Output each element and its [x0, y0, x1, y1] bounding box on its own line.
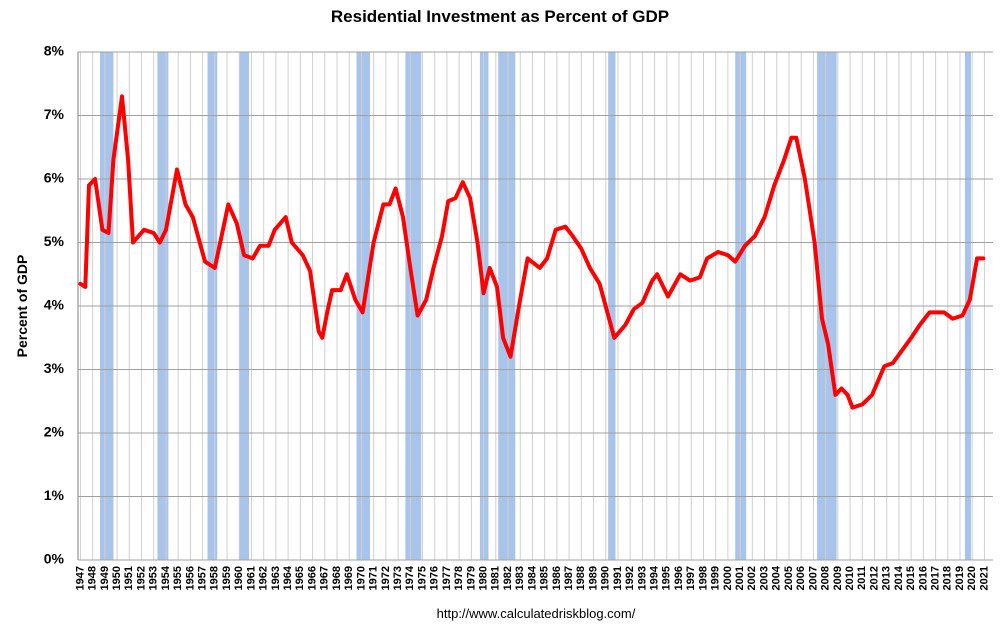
x-tick-label: 1968 — [331, 566, 343, 590]
x-tick-label: 2005 — [783, 566, 795, 590]
data-line — [78, 94, 986, 410]
x-tick-label: 1952 — [135, 566, 147, 590]
x-tick-label: 1958 — [209, 566, 221, 590]
x-tick-label: 1973 — [392, 566, 404, 590]
x-tick-label: 1988 — [575, 566, 587, 590]
x-tick-label: 1999 — [710, 566, 722, 590]
x-tick-label: 2017 — [929, 566, 941, 590]
x-tick-label: 1953 — [148, 566, 160, 590]
x-tick-label: 1995 — [661, 566, 673, 590]
x-tick-label: 2002 — [746, 566, 758, 590]
y-tick-label: 5% — [44, 233, 65, 249]
x-tick-label: 1997 — [685, 566, 697, 590]
x-tick-label: 1982 — [502, 566, 514, 590]
x-tick-label: 1957 — [197, 566, 209, 590]
x-tick-label: 1949 — [99, 566, 111, 590]
x-tick-label: 1985 — [539, 566, 551, 590]
x-tick-label: 1979 — [465, 566, 477, 590]
x-tick-label: 1956 — [184, 566, 196, 590]
x-tick-label: 2006 — [795, 566, 807, 590]
x-tick-label: 1964 — [282, 565, 294, 590]
x-tick-label: 2004 — [771, 565, 783, 590]
x-tick-label: 1990 — [600, 566, 612, 590]
y-tick-label: 0% — [44, 551, 65, 567]
x-tick-label: 1969 — [343, 566, 355, 590]
x-tick-label: 2016 — [917, 566, 929, 590]
y-tick-label: 2% — [44, 424, 65, 440]
x-tick-label: 1981 — [490, 566, 502, 590]
x-tick-label: 1974 — [404, 565, 416, 590]
x-tick-label: 1972 — [380, 566, 392, 590]
x-tick-label: 2000 — [722, 566, 734, 590]
x-tick-label: 1996 — [673, 566, 685, 590]
x-tick-label: 1984 — [526, 565, 538, 590]
x-tick-label: 1970 — [355, 566, 367, 590]
x-tick-label: 2020 — [966, 566, 978, 590]
y-tick-label: 8% — [44, 43, 65, 59]
x-tick-label: 1993 — [636, 566, 648, 590]
x-tick-label: 2001 — [734, 566, 746, 590]
y-axis-label: Percent of GDP — [14, 255, 30, 358]
x-tick-label: 1989 — [587, 566, 599, 590]
y-tick-label: 1% — [44, 487, 65, 503]
x-tick-label: 2009 — [832, 566, 844, 590]
x-tick-label: 2012 — [868, 566, 880, 590]
x-tick-label: 1976 — [429, 566, 441, 590]
x-tick-label: 1960 — [233, 566, 245, 590]
x-tick-label: 1948 — [87, 566, 99, 590]
x-tick-label: 2003 — [758, 566, 770, 590]
x-tick-label: 1978 — [453, 566, 465, 590]
x-tick-label: 1991 — [612, 566, 624, 590]
y-tick-label: 4% — [44, 297, 65, 313]
x-tick-label: 1965 — [294, 566, 306, 590]
x-tick-label: 2018 — [942, 566, 954, 590]
x-tick-label: 2015 — [905, 566, 917, 590]
x-tick-label: 2010 — [844, 566, 856, 590]
chart-title: Residential Investment as Percent of GDP — [331, 7, 669, 26]
x-tick-label: 1998 — [697, 566, 709, 590]
x-tick-label: 2013 — [881, 566, 893, 590]
x-tick-label: 1963 — [270, 566, 282, 590]
x-tick-label: 2007 — [807, 566, 819, 590]
x-tick-label: 1983 — [514, 566, 526, 590]
x-tick-label: 1950 — [111, 566, 123, 590]
x-tick-label: 1992 — [624, 566, 636, 590]
tick-labels: 1947 1948 1949 1950 1951 1952 1953 1954 1955 1956… — [44, 43, 991, 591]
x-tick-label: 2008 — [820, 566, 832, 590]
x-tick-label: 2021 — [978, 566, 990, 590]
series — [78, 94, 986, 410]
footer: http://www.calculatedriskblog.com/ — [437, 606, 636, 621]
y-tick-label: 7% — [44, 106, 65, 122]
x-tick-label: 1977 — [441, 566, 453, 590]
x-tick-label: 1954 — [160, 565, 172, 590]
grid — [77, 51, 993, 561]
x-tick-label: 2014 — [893, 565, 905, 590]
x-tick-label: 2011 — [856, 566, 868, 590]
x-tick-label: 1959 — [221, 566, 233, 590]
x-tick-label: 1980 — [477, 566, 489, 590]
x-tick-label: 1967 — [319, 566, 331, 590]
x-tick-label: 1987 — [563, 566, 575, 590]
x-tick-label: 1986 — [551, 566, 563, 590]
x-tick-label: 1955 — [172, 566, 184, 590]
y-tick-label: 6% — [44, 170, 65, 186]
x-tick-label: 1975 — [416, 566, 428, 590]
x-tick-label: 1966 — [306, 566, 318, 590]
x-tick-label: 1947 — [74, 566, 86, 590]
x-tick-label: 2019 — [954, 566, 966, 590]
x-tick-label: 1961 — [245, 566, 257, 590]
y-tick-label: 3% — [44, 360, 65, 376]
x-tick-label: 1994 — [649, 565, 661, 590]
x-tick-label: 1971 — [368, 566, 380, 590]
x-tick-label: 1962 — [258, 566, 270, 590]
x-tick-label: 1951 — [123, 566, 135, 590]
